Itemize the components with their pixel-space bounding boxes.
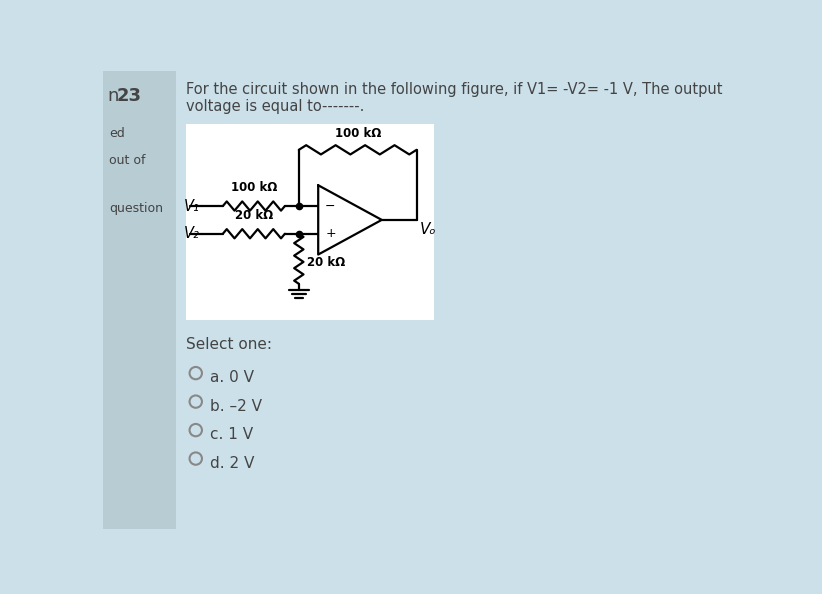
Text: 100 kΩ: 100 kΩ [335,127,381,140]
Text: Select one:: Select one: [187,337,272,352]
Text: voltage is equal to-------.: voltage is equal to-------. [187,99,365,114]
Text: 20 kΩ: 20 kΩ [307,256,344,269]
Text: V₂: V₂ [184,226,200,241]
Text: Vₒ: Vₒ [420,222,436,237]
Text: c. 1 V: c. 1 V [210,427,253,442]
Text: 100 kΩ: 100 kΩ [231,182,277,194]
Text: For the circuit shown in the following figure, if V1= -V2= -1 V, The output: For the circuit shown in the following f… [187,82,723,97]
Text: V₁: V₁ [184,198,200,213]
Text: d. 2 V: d. 2 V [210,456,254,470]
Text: +: + [326,228,336,240]
Text: n: n [109,87,125,105]
Bar [103,71,177,529]
Text: out of: out of [109,154,145,168]
Bar [187,124,435,320]
Text: a. 0 V: a. 0 V [210,370,254,385]
Text: 20 kΩ: 20 kΩ [235,209,273,222]
Text: b. –2 V: b. –2 V [210,399,261,413]
Text: −: − [326,200,335,213]
Text: question: question [109,202,163,215]
Text: 23: 23 [117,87,141,105]
Text: ed: ed [109,127,125,140]
